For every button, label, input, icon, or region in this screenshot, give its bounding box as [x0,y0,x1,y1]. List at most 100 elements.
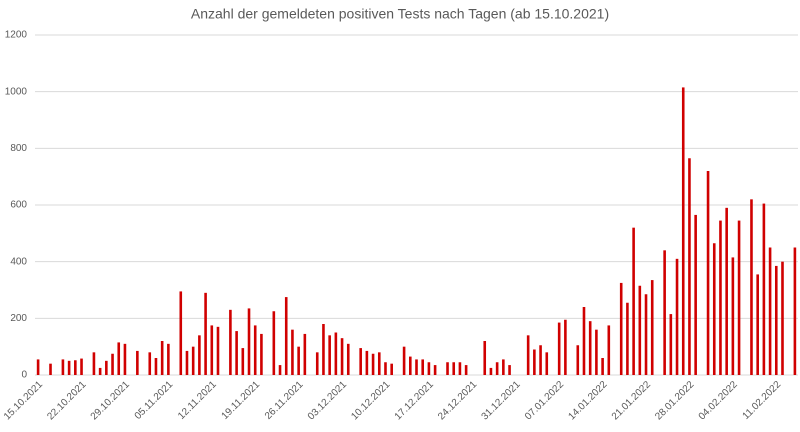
bar [185,350,189,375]
bar [105,360,108,375]
bar [545,352,549,375]
chart-title: Anzahl der gemeldeten positiven Tests na… [191,6,609,22]
bar [675,258,679,375]
bar [334,332,338,375]
y-tick-label: 400 [10,256,27,267]
x-tick-label: 14.01.2022 [566,379,609,422]
bar [291,329,294,375]
bar [36,359,40,375]
bar [446,362,449,375]
bar [377,352,381,375]
bar [278,365,282,375]
bar [737,220,741,375]
bar [92,352,96,375]
bar [80,358,83,375]
bar [111,353,114,375]
bar [557,322,561,375]
bar [595,329,598,375]
bar [533,349,536,375]
bar [663,250,666,375]
bar [564,319,567,375]
bar [260,333,263,375]
bar [762,203,766,375]
bar [681,87,685,376]
bar [191,346,195,375]
bar [725,207,728,375]
bar [154,358,158,375]
x-tick-label: 11.02.2022 [741,379,784,422]
bar [229,309,232,375]
bar [303,333,307,375]
bar [421,359,425,375]
x-tick-label: 17.12.2021 [393,379,436,422]
bar [502,359,505,375]
bar [247,308,251,375]
bar [781,261,784,375]
bar [626,302,629,375]
bar [210,325,214,375]
bar [284,297,288,375]
x-tick-label: 21.01.2022 [610,379,653,422]
x-tick-label: 12.11.2021 [176,379,219,422]
bar [768,247,772,375]
x-tick-label: 24.12.2021 [436,379,479,422]
bar [49,363,52,375]
bar [384,362,387,375]
bar [315,352,319,375]
bar [98,367,102,375]
bar [576,345,580,375]
x-tick-label: 29.10.2021 [89,379,132,422]
bar [619,282,623,375]
bar [489,367,493,375]
bar [731,257,735,375]
bar [688,158,691,375]
bar [427,362,431,375]
y-tick-label: 0 [21,370,27,381]
bar [198,335,201,375]
bar [390,363,393,375]
bar [346,343,350,375]
x-tick-label: 26.11.2021 [263,379,306,422]
bar [167,343,170,375]
bar [359,348,362,375]
bar [67,360,71,375]
bar [464,365,468,375]
x-tick-label: 03.12.2021 [306,379,349,422]
bar [328,335,331,375]
bar [607,325,611,375]
x-tick-label: 04.02.2022 [697,379,740,422]
bar [719,220,722,375]
bar [588,321,592,375]
bar [117,342,121,375]
y-tick-label: 1200 [5,30,28,41]
bar [495,362,499,375]
bar [706,171,710,375]
bar [694,214,697,375]
x-tick-label: 07.01.2022 [523,379,566,422]
x-tick-label: 22.10.2021 [45,379,88,422]
bar [74,360,77,375]
bar [216,326,220,375]
bar [756,274,759,375]
bar [452,362,456,375]
x-tick-label: 31.12.2021 [480,379,523,422]
x-tick-label: 05.11.2021 [133,379,176,422]
bar [638,285,642,375]
bar [297,346,300,375]
bar [539,345,542,375]
bar [179,291,183,375]
bar [204,292,207,375]
y-tick-label: 600 [10,200,27,211]
y-tick-label: 1000 [5,86,28,97]
bar [340,338,344,375]
bar [526,335,530,375]
bar [632,227,635,375]
x-tick-label: 19.11.2021 [220,379,263,422]
y-tick-label: 200 [10,313,27,324]
x-tick-label: 15.10.2021 [2,379,45,422]
bar [483,341,487,375]
bar [433,365,437,375]
bar [408,356,412,375]
bar [508,365,511,375]
